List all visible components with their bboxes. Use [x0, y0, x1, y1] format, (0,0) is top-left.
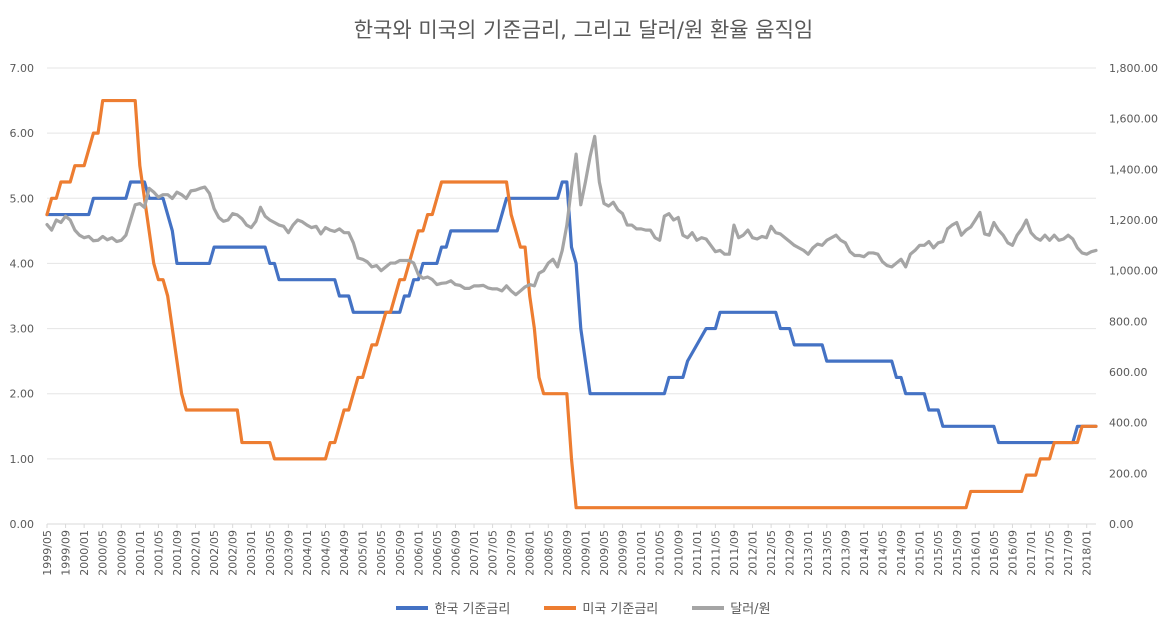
x-tick-label: 2002/01: [190, 530, 203, 576]
x-tick-label: 2001/01: [134, 530, 147, 576]
y-right-tick-label: 1,600.00: [1109, 113, 1158, 126]
x-tick-label: 2015/01: [914, 530, 927, 576]
x-tick-label: 2010/05: [654, 530, 667, 576]
x-tick-label: 2007/05: [487, 530, 500, 576]
x-tick-label: 2009/05: [598, 530, 611, 576]
x-tick-label: 2011/05: [709, 530, 722, 576]
x-tick-label: 2004/09: [338, 530, 351, 576]
legend-label: 한국 기준금리: [434, 602, 511, 617]
x-tick-label: 2002/09: [227, 530, 240, 576]
series-line-0: [45, 180, 1098, 445]
legend-item: 한국 기준금리: [396, 598, 510, 617]
x-tick-label: 2011/09: [728, 530, 741, 576]
x-tick-label: 2011/01: [691, 530, 704, 576]
x-tick-label: 2015/05: [932, 530, 945, 576]
y-right-tick-label: 1,000.00: [1109, 265, 1158, 278]
x-tick-label: 2014/01: [858, 530, 871, 576]
x-tick-label: 2004/05: [319, 530, 332, 576]
legend-label: 달러/원: [730, 602, 771, 617]
x-tick-label: 2007/09: [505, 530, 518, 576]
x-tick-label: 2017/01: [1025, 530, 1038, 576]
x-tick-label: 2009/09: [617, 530, 630, 576]
x-tick-label: 2010/09: [672, 530, 685, 576]
x-tick-label: 2001/09: [171, 530, 184, 576]
x-tick-label: 2009/01: [579, 530, 592, 576]
x-tick-label: 2007/01: [468, 530, 481, 576]
x-tick-label: 2012/01: [747, 530, 760, 576]
y-right-tick-label: 400.00: [1109, 417, 1148, 430]
chart-title: 한국와 미국의 기준금리, 그리고 달러/원 환율 움직임: [353, 18, 814, 42]
y-left-tick-label: 1.00: [10, 453, 35, 466]
legend-label: 미국 기준금리: [582, 602, 659, 617]
legend: 한국 기준금리 미국 기준금리 달러/원: [0, 598, 1167, 617]
x-tick-label: 1999/09: [60, 530, 73, 576]
x-tick-label: 2012/09: [784, 530, 797, 576]
x-tick-label: 2004/01: [301, 530, 314, 576]
x-tick-label: 2010/01: [635, 530, 648, 576]
x-tick-label: 1999/05: [41, 530, 54, 576]
x-tick-label: 2008/05: [542, 530, 555, 576]
x-tick-label: 2000/05: [97, 530, 110, 576]
y-right-tick-label: 0.00: [1109, 518, 1134, 531]
y-right-tick-label: 1,200.00: [1109, 214, 1158, 227]
y-right-tick-label: 1,400.00: [1109, 163, 1158, 176]
y-left-tick-label: 6.00: [10, 127, 35, 140]
x-tick-label: 2016/09: [1006, 530, 1019, 576]
y-left-tick-label: 5.00: [10, 192, 35, 205]
x-tick-label: 2008/09: [561, 530, 574, 576]
legend-swatch: [396, 605, 429, 610]
x-tick-label: 2005/09: [394, 530, 407, 576]
x-tick-label: 2008/01: [524, 530, 537, 576]
x-tick-label: 2014/05: [876, 530, 889, 576]
legend-item: 달러/원: [692, 598, 771, 617]
x-tick-label: 2006/09: [449, 530, 462, 576]
legend-item: 미국 기준금리: [544, 598, 658, 617]
x-tick-label: 2003/01: [245, 530, 258, 576]
x-tick-label: 2015/09: [951, 530, 964, 576]
x-tick-label: 2003/05: [264, 530, 277, 576]
y-right-tick-label: 600.00: [1109, 366, 1148, 379]
y-left-tick-label: 0.00: [10, 518, 35, 531]
y-left-tick-label: 2.00: [10, 388, 35, 401]
legend-swatch: [544, 605, 577, 610]
x-tick-label: 2006/01: [412, 530, 425, 576]
legend-swatch: [692, 605, 725, 610]
y-right-tick-label: 200.00: [1109, 467, 1148, 480]
x-tick-label: 2003/09: [282, 530, 295, 576]
x-tick-label: 2001/05: [152, 530, 165, 576]
series-line-2: [45, 134, 1098, 297]
x-tick-label: 2002/05: [208, 530, 221, 576]
x-tick-label: 2016/01: [969, 530, 982, 576]
y-right-tick-label: 1,800.00: [1109, 62, 1158, 75]
x-tick-label: 2000/01: [78, 530, 91, 576]
x-tick-label: 2014/09: [895, 530, 908, 576]
x-tick-label: 2017/05: [1044, 530, 1057, 576]
x-tick-label: 2016/05: [988, 530, 1001, 576]
x-tick-label: 2005/01: [357, 530, 370, 576]
y-left-tick-label: 3.00: [10, 323, 35, 336]
y-left-tick-label: 4.00: [10, 257, 35, 270]
x-tick-label: 2006/05: [431, 530, 444, 576]
x-tick-label: 2000/09: [115, 530, 128, 576]
y-left-tick-label: 7.00: [10, 62, 35, 75]
y-right-tick-label: 800.00: [1109, 315, 1148, 328]
x-tick-label: 2012/05: [765, 530, 778, 576]
x-tick-label: 2018/01: [1081, 530, 1094, 576]
x-tick-label: 2013/05: [821, 530, 834, 576]
x-tick-label: 2017/09: [1062, 530, 1075, 576]
x-tick-label: 2013/01: [802, 530, 815, 576]
series-line-1: [45, 98, 1098, 510]
x-tick-label: 2013/09: [839, 530, 852, 576]
x-tick-label: 2005/05: [375, 530, 388, 576]
